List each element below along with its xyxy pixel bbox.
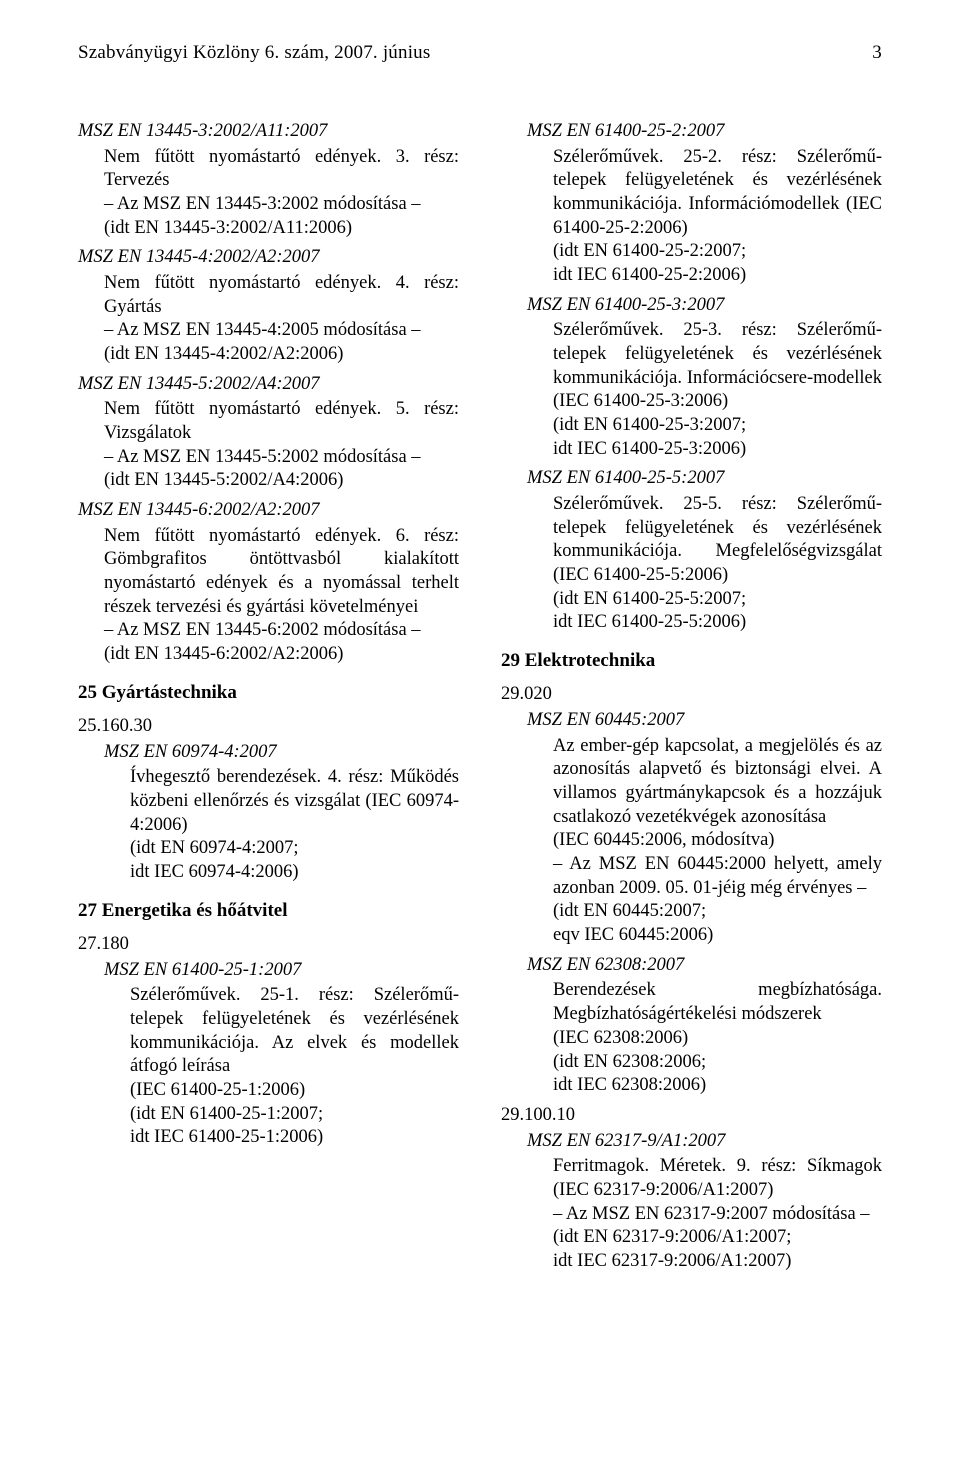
standard-description: Ívhegesztő berendezések. 4. rész: Működé…: [104, 766, 459, 884]
standard-entry: MSZ EN 62308:2007 Berendezések megbízhat…: [527, 954, 882, 1098]
standard-description: Nem fűtött nyomástartó edények. 3. rész:…: [78, 146, 459, 241]
standard-description: Szélerőművek. 25-2. rész: Szélerőmű-tele…: [527, 146, 882, 288]
standard-code: MSZ EN 61400-25-2:2007: [527, 120, 882, 144]
classification-code: 27.180: [78, 933, 459, 957]
standard-description: Ferritmagok. Méretek. 9. rész: Síkmagok …: [527, 1155, 882, 1273]
standard-code: MSZ EN 61400-25-5:2007: [527, 467, 882, 491]
standard-entry: MSZ EN 61400-25-2:2007 Szélerőművek. 25-…: [527, 120, 882, 288]
standard-code: MSZ EN 62308:2007: [527, 954, 882, 978]
section-heading: 25 Gyártástechnika: [78, 681, 459, 705]
section-heading: 27 Energetika és hőátvitel: [78, 899, 459, 923]
section-heading: 29 Elektrotechnika: [501, 649, 882, 673]
two-column-layout: MSZ EN 13445-3:2002/A11:2007 Nem fűtött …: [78, 120, 882, 1280]
standard-code: MSZ EN 60974-4:2007: [104, 741, 459, 765]
standard-entry: MSZ EN 60974-4:2007 Ívhegesztő berendezé…: [104, 741, 459, 885]
standard-entry: MSZ EN 13445-4:2002/A2:2007 Nem fűtött n…: [78, 246, 459, 366]
standard-description: Nem fűtött nyomástartó edények. 6. rész:…: [78, 525, 459, 667]
right-column: MSZ EN 61400-25-2:2007 Szélerőművek. 25-…: [501, 120, 882, 1280]
standard-description: Nem fűtött nyomástartó edények. 5. rész:…: [78, 398, 459, 493]
standard-description: Berendezések megbízhatósága. Megbízhatós…: [527, 979, 882, 1097]
standard-code: MSZ EN 13445-4:2002/A2:2007: [78, 246, 459, 270]
indent-block: MSZ EN 60445:2007 Az ember-gép kapcsolat…: [501, 709, 882, 1098]
running-header: Szabványügyi Közlöny 6. szám, 2007. júni…: [78, 42, 882, 64]
header-left: Szabványügyi Közlöny 6. szám, 2007. júni…: [78, 42, 430, 64]
standard-entry: MSZ EN 13445-5:2002/A4:2007 Nem fűtött n…: [78, 373, 459, 493]
standard-description: Nem fűtött nyomástartó edények. 4. rész:…: [78, 272, 459, 367]
standard-description: Szélerőművek. 25-1. rész: Szélerőmű-tele…: [104, 984, 459, 1150]
standard-code: MSZ EN 61400-25-1:2007: [104, 959, 459, 983]
standard-code: MSZ EN 13445-5:2002/A4:2007: [78, 373, 459, 397]
standard-entry: MSZ EN 62317-9/A1:2007 Ferritmagok. Mére…: [527, 1130, 882, 1274]
classification-code: 25.160.30: [78, 715, 459, 739]
header-page-number: 3: [872, 42, 882, 64]
standard-entry: MSZ EN 61400-25-1:2007 Szélerőművek. 25-…: [104, 959, 459, 1150]
left-column: MSZ EN 13445-3:2002/A11:2007 Nem fűtött …: [78, 120, 459, 1280]
standard-description: Szélerőművek. 25-5. rész: Szélerőmű-tele…: [527, 493, 882, 635]
standard-entry: MSZ EN 61400-25-3:2007 Szélerőművek. 25-…: [527, 294, 882, 462]
classification-code: 29.100.10: [501, 1104, 882, 1128]
standard-code: MSZ EN 60445:2007: [527, 709, 882, 733]
indent-block: MSZ EN 60974-4:2007 Ívhegesztő berendezé…: [78, 741, 459, 885]
standard-entry: MSZ EN 13445-6:2002/A2:2007 Nem fűtött n…: [78, 499, 459, 667]
indent-block: MSZ EN 61400-25-2:2007 Szélerőművek. 25-…: [501, 120, 882, 635]
standard-entry: MSZ EN 13445-3:2002/A11:2007 Nem fűtött …: [78, 120, 459, 240]
standard-code: MSZ EN 13445-6:2002/A2:2007: [78, 499, 459, 523]
standard-description: Az ember-gép kapcsolat, a megjelölés és …: [527, 735, 882, 948]
standard-entry: MSZ EN 60445:2007 Az ember-gép kapcsolat…: [527, 709, 882, 948]
standard-code: MSZ EN 13445-3:2002/A11:2007: [78, 120, 459, 144]
indent-block: MSZ EN 62317-9/A1:2007 Ferritmagok. Mére…: [501, 1130, 882, 1274]
standard-entry: MSZ EN 61400-25-5:2007 Szélerőművek. 25-…: [527, 467, 882, 635]
standard-code: MSZ EN 62317-9/A1:2007: [527, 1130, 882, 1154]
classification-code: 29.020: [501, 683, 882, 707]
indent-block: MSZ EN 61400-25-1:2007 Szélerőművek. 25-…: [78, 959, 459, 1150]
standard-description: Szélerőművek. 25-3. rész: Szélerőmű-tele…: [527, 319, 882, 461]
document-page: Szabványügyi Közlöny 6. szám, 2007. júni…: [0, 0, 960, 1340]
standard-code: MSZ EN 61400-25-3:2007: [527, 294, 882, 318]
